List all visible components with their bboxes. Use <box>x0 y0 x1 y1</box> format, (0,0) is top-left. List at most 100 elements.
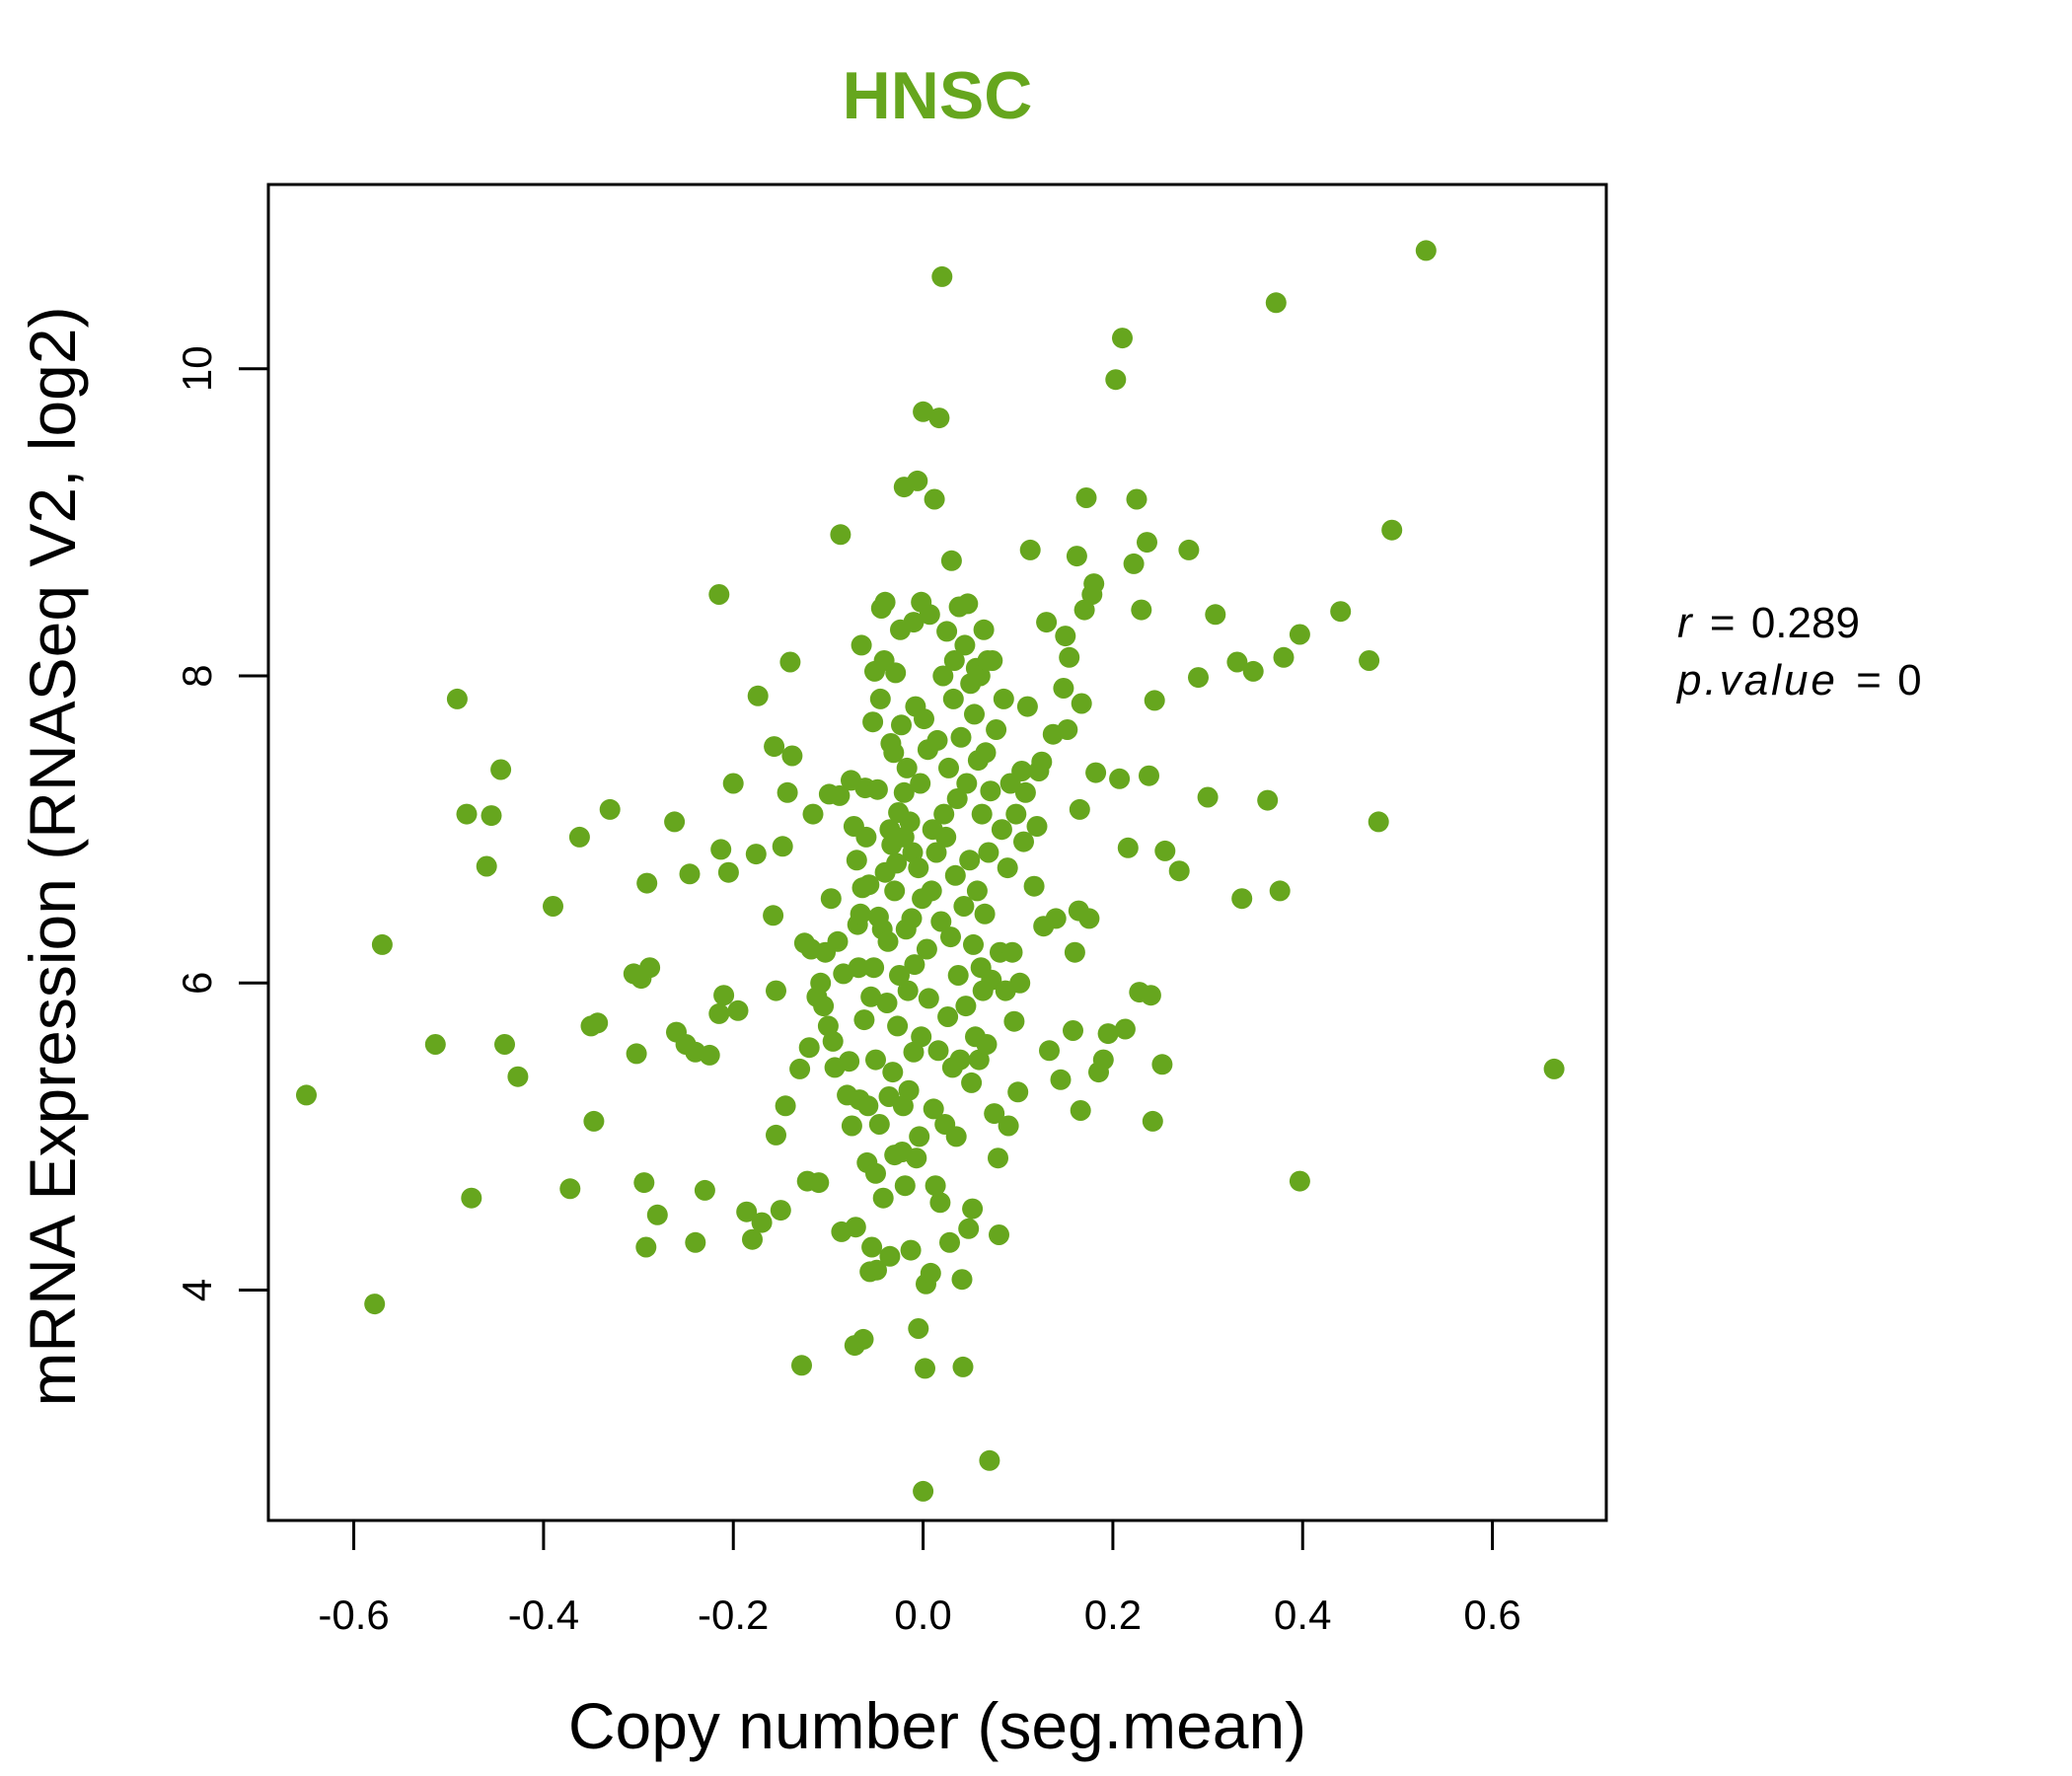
data-point <box>772 836 793 857</box>
x-tick-label: 0.6 <box>1463 1591 1520 1638</box>
data-point <box>763 905 784 926</box>
data-point <box>926 729 948 751</box>
points-layer <box>296 240 1565 1502</box>
data-point <box>490 759 512 780</box>
data-point <box>1131 599 1152 621</box>
x-tick-label: 0.0 <box>894 1591 951 1638</box>
data-point <box>1231 888 1253 910</box>
data-point <box>978 842 999 863</box>
data-point <box>810 972 832 994</box>
data-point <box>1059 646 1080 668</box>
x-tick-label: 0.2 <box>1084 1591 1142 1638</box>
data-point <box>839 1051 860 1073</box>
data-point <box>915 1358 935 1379</box>
data-point <box>945 1126 967 1147</box>
data-point <box>935 826 957 848</box>
data-point <box>829 784 851 806</box>
data-point <box>543 896 563 917</box>
data-point <box>1069 798 1090 820</box>
data-point <box>770 1200 791 1221</box>
data-point <box>679 863 701 885</box>
data-point <box>1053 678 1074 699</box>
data-point <box>841 1115 862 1137</box>
data-point <box>1055 626 1076 647</box>
data-point <box>1050 1069 1072 1090</box>
data-point <box>959 850 981 871</box>
data-point <box>991 819 1012 841</box>
data-point <box>646 1204 668 1225</box>
data-point <box>993 688 1014 709</box>
data-point <box>808 1172 830 1194</box>
x-axis: -0.6 -0.4 -0.2 0.0 0.2 0.4 0.6 <box>318 1518 1521 1638</box>
data-point <box>863 957 885 979</box>
data-point <box>874 591 896 613</box>
data-point <box>898 1079 920 1101</box>
y-tick-label: 10 <box>174 345 220 392</box>
data-point <box>986 719 1007 740</box>
data-point <box>822 1030 844 1052</box>
data-point <box>924 488 945 510</box>
data-point <box>877 930 899 952</box>
data-point <box>1066 546 1087 567</box>
data-point <box>883 742 905 764</box>
data-point <box>886 852 908 874</box>
data-point <box>974 903 996 925</box>
data-point <box>494 1034 515 1055</box>
data-point <box>664 811 686 833</box>
data-point <box>911 1026 932 1048</box>
data-point <box>1188 667 1209 689</box>
data-point <box>975 742 997 764</box>
data-point <box>1205 604 1226 626</box>
data-point <box>1003 1010 1025 1032</box>
data-point <box>1016 696 1038 717</box>
data-point <box>928 407 950 429</box>
x-tick-label: -0.6 <box>318 1591 389 1638</box>
data-point <box>1226 651 1248 673</box>
data-point <box>976 1034 998 1055</box>
p-equals: = <box>1856 656 1882 704</box>
data-point <box>1178 539 1200 560</box>
r-label: r <box>1677 599 1694 647</box>
data-point <box>777 781 798 803</box>
data-point <box>1039 1040 1060 1062</box>
data-point <box>940 926 961 948</box>
data-point <box>1415 240 1437 261</box>
data-point <box>942 688 964 709</box>
data-point <box>851 634 872 656</box>
data-point <box>865 1049 886 1071</box>
data-point <box>962 1198 984 1220</box>
data-point <box>1045 908 1067 929</box>
data-point <box>1117 837 1139 858</box>
data-point <box>599 798 621 820</box>
data-point <box>850 903 871 925</box>
data-point <box>1092 1049 1114 1071</box>
data-point <box>1009 972 1031 994</box>
data-point <box>1083 573 1105 595</box>
data-point <box>507 1066 529 1087</box>
x-tick-label: -0.4 <box>508 1591 579 1638</box>
data-point <box>775 1095 796 1117</box>
data-point <box>968 1049 990 1071</box>
data-point <box>1269 880 1291 902</box>
data-point <box>781 745 803 767</box>
data-point <box>906 1147 927 1169</box>
data-point <box>910 773 931 794</box>
data-point <box>894 1175 916 1197</box>
data-point <box>1064 941 1085 963</box>
data-point <box>364 1294 386 1315</box>
data-point <box>1330 601 1352 623</box>
data-point <box>1026 816 1048 837</box>
data-point <box>947 965 969 986</box>
data-point <box>1142 1110 1163 1132</box>
data-point <box>568 826 590 848</box>
data-point <box>889 965 910 986</box>
data-point <box>979 1449 1000 1471</box>
data-point <box>981 969 1002 991</box>
data-point <box>901 908 923 929</box>
data-point <box>964 703 985 725</box>
data-point <box>908 857 929 879</box>
data-point <box>1109 768 1131 789</box>
data-point <box>827 930 849 952</box>
data-point <box>899 811 921 833</box>
